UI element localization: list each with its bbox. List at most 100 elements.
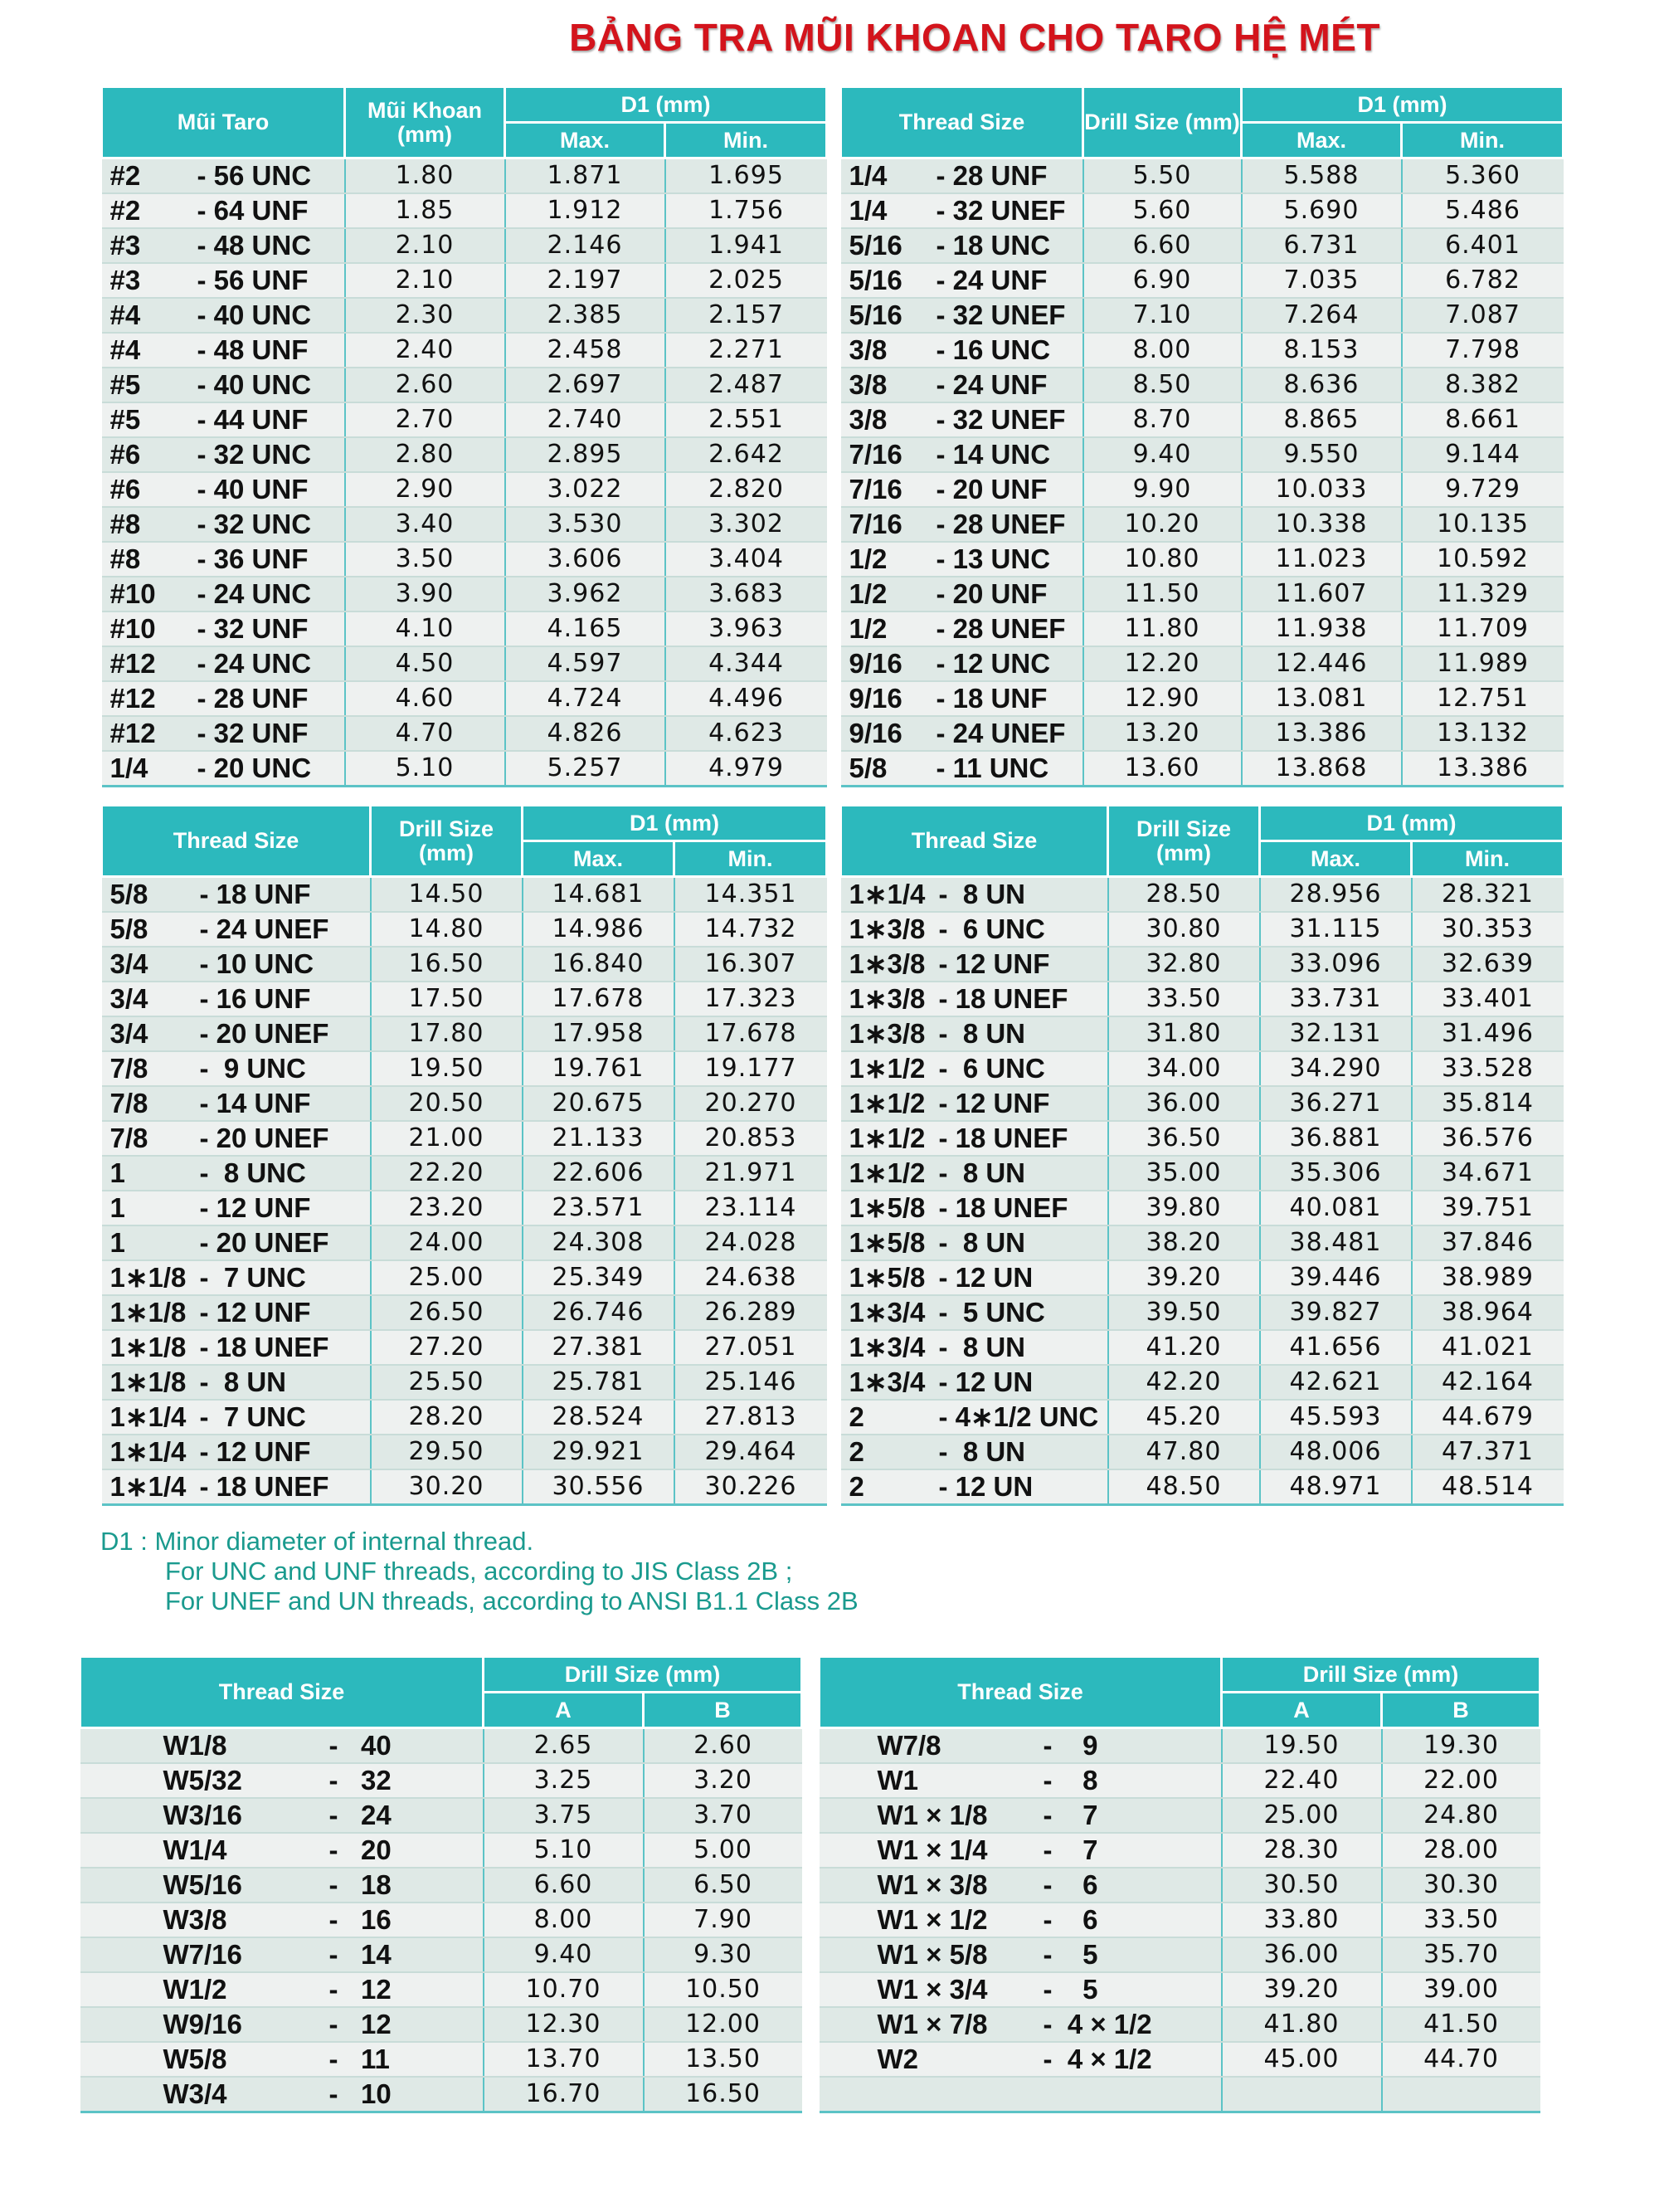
d1-min-cell: 44.679 [1410,1400,1564,1435]
thread-size-cell: 7/16 - 14 UNC [840,437,1084,473]
drill-size-cell: 20.50 [369,1086,523,1122]
thread-size-cell: W2 - 4 × 1/2 [819,2042,1223,2078]
table-row: 1∗3/8 - 18 UNEF 33.50 33.731 33.401 [840,982,1564,1017]
table-row: 1∗1/2 - 6 UNC 34.00 34.290 33.528 [840,1051,1564,1087]
thread-pitch-series: - 11 UNC [936,753,1049,783]
header-row: Thread Size Drill Size (mm) D1 (mm) [100,804,829,878]
d1-min-cell: 1.941 [664,228,827,264]
thread-pitch-series: - 24 UNF [936,265,1048,295]
thread-size-cell: #3 - 56 UNF [101,263,346,299]
d1-min-cell: 19.177 [673,1051,827,1087]
thread-diameter: #12 [109,648,156,679]
thread-diameter: W3/16 [163,1800,242,1830]
table-row: 1∗1/8 - 8 UN 25.50 25.781 25.146 [101,1365,827,1401]
thread-pitch: - 7 [1043,1800,1098,1830]
table-row: 1∗3/4 - 8 UN 41.20 41.656 41.021 [840,1330,1564,1366]
thread-diameter: 1 [109,1157,125,1188]
table-row: #5 - 44 UNF 2.70 2.740 2.551 [101,402,827,438]
drill-size-cell: 28.50 [1107,876,1261,913]
drill-size-cell: 8.50 [1082,368,1243,403]
table-row: W1 × 7/8 - 4 × 1/2 41.80 41.50 [819,2007,1540,2043]
thread-pitch-series: - 12 UNF [938,948,1050,979]
table-row: #8 - 36 UNF 3.50 3.606 3.404 [101,542,827,577]
drill-size-cell: 8.70 [1082,402,1243,438]
table-row: W1 × 3/4 - 5 39.20 39.00 [819,1972,1540,2008]
drill-size-cell: 2.10 [343,228,506,264]
d1-max-cell: 34.290 [1258,1051,1413,1087]
thread-pitch-series: - 6 UNC [938,914,1045,944]
table-row: 9/16 - 24 UNEF 13.20 13.386 13.132 [840,716,1564,752]
table-row: 1∗1/2 - 18 UNEF 36.50 36.881 36.576 [840,1121,1564,1157]
thread-diameter: 1∗5/8 [849,1262,926,1293]
d1-max-cell: 45.593 [1258,1400,1413,1435]
drill-size-header: Mũi Khoan (mm) [343,85,506,159]
table-row: 2 - 4∗1/2 UNC 45.20 45.593 44.679 [840,1400,1564,1435]
drill-size-cell: 23.20 [369,1191,523,1226]
thread-diameter: W1/4 [163,1834,227,1865]
d1-min-cell: 32.639 [1410,947,1564,982]
thread-pitch: - 12 [328,1974,392,2005]
thread-size-cell: W1 × 3/8 - 6 [819,1868,1223,1903]
d1-min-cell: 2.487 [664,368,827,403]
drill-size-cell: 45.20 [1107,1400,1261,1435]
drill-size-cell: 17.50 [369,982,523,1017]
drill-a-cell: 16.70 [482,2077,645,2113]
d1-max-cell: 4.826 [504,716,666,752]
d1-max-cell: 2.146 [504,228,666,264]
drill-size-cell: 28.20 [369,1400,523,1435]
drill-size-cell: 8.00 [1082,333,1243,368]
d1-max-cell: 33.096 [1258,947,1413,982]
d1-max-cell: 40.081 [1258,1191,1413,1226]
table-row: #8 - 32 UNC 3.40 3.530 3.302 [101,507,827,543]
table-row: 5/8 - 18 UNF 14.50 14.681 14.351 [101,876,827,913]
thread-size-cell: 1∗1/2 - 12 UNF [840,1086,1109,1122]
thread-size-cell: W1 × 1/8 - 7 [819,1798,1223,1834]
table-row: 1∗3/8 - 8 UN 31.80 32.131 31.496 [840,1016,1564,1052]
drill-b-cell: 5.00 [642,1833,802,1869]
d1-max-cell: 28.956 [1258,876,1413,913]
d1-min-cell: 4.623 [664,716,827,752]
d1-min-cell: 23.114 [673,1191,827,1226]
drill-b-cell: 44.70 [1380,2042,1540,2078]
d1-max-cell: 42.621 [1258,1365,1413,1401]
thread-size-cell: 1∗3/4 - 12 UN [840,1365,1109,1401]
thread-pitch-series: - 20 UNF [936,474,1048,504]
thread-diameter: #2 [109,195,141,226]
notes-line-2: For UNC and UNF threads, according to JI… [165,1557,793,1586]
thread-diameter: 1∗1/2 [849,1088,926,1118]
drill-a-cell: 45.00 [1220,2042,1383,2078]
thread-size-cell: W7/8 - 9 [819,1727,1223,1764]
d1-min-cell: 6.401 [1400,228,1564,264]
table-row: #10 - 24 UNC 3.90 3.962 3.683 [101,577,827,612]
thread-pitch-series: - 56 UNF [197,265,309,295]
thread-pitch-series: - 64 UNF [197,195,309,226]
d1-min-cell: 9.729 [1400,472,1564,508]
thread-diameter: 9/16 [849,648,902,679]
table-row: #2 - 56 UNC 1.80 1.871 1.695 [101,158,827,194]
d1-min-cell: 33.401 [1410,982,1564,1017]
thread-diameter: 3/8 [849,404,888,435]
thread-diameter: #10 [109,578,156,609]
d1-max-cell: 10.338 [1240,507,1403,543]
thread-pitch-series: - 32 UNC [197,439,312,470]
table-row: 1∗1/4 - 7 UNC 28.20 28.524 27.813 [101,1400,827,1435]
thread-diameter: 1∗1/4 [109,1471,187,1502]
thread-pitch-series: - 28 UNF [197,683,309,714]
thread-size-header: Thread Size [818,1655,1223,1729]
drill-a-cell: 3.25 [482,1763,645,1799]
d1-min-cell: 27.813 [673,1400,827,1435]
thread-pitch-series: - 40 UNC [197,300,312,330]
drill-b-cell: 22.00 [1380,1763,1540,1799]
thread-diameter: 5/8 [109,914,148,944]
thread-size-cell: 2 - 8 UN [840,1435,1109,1470]
drill-b-cell: 10.50 [642,1972,802,2008]
drill-size-cell: 19.50 [369,1051,523,1087]
thread-size-cell: 1∗1/2 - 18 UNEF [840,1121,1109,1157]
table-row: W3/4 - 10 16.70 16.50 [80,2077,802,2113]
thread-size-cell: W5/16 - 18 [80,1868,484,1903]
thread-diameter: 1∗1/2 [849,1053,926,1084]
table-row: W1/4 - 20 5.10 5.00 [80,1833,802,1869]
thread-pitch-series: - 8 UN [938,879,1026,909]
thread-pitch: - 10 [328,2078,392,2109]
